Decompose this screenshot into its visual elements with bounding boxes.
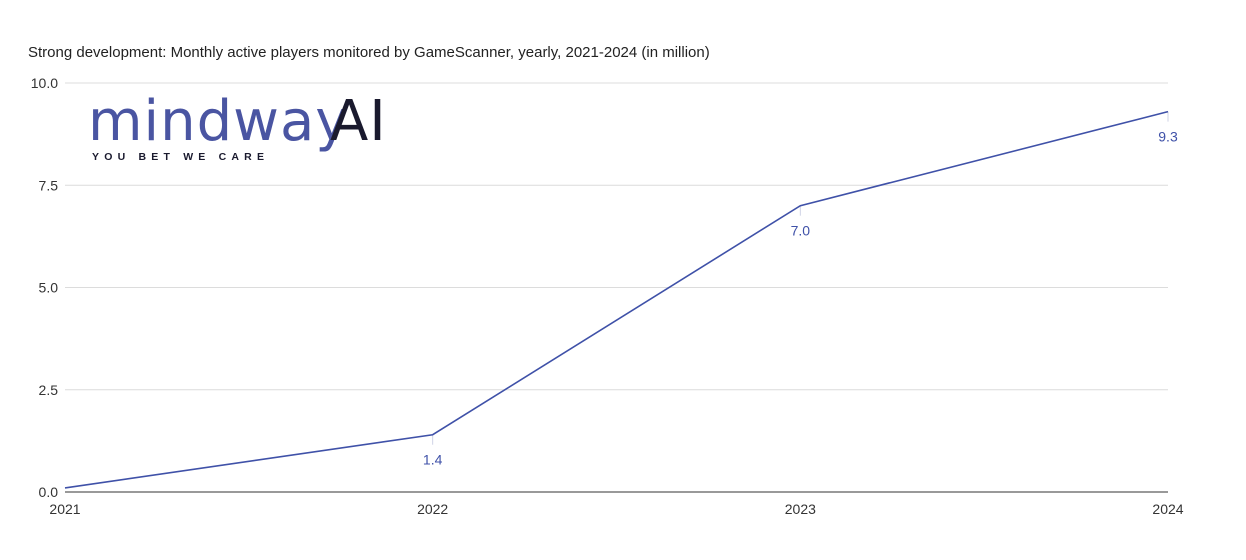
- y-axis-tick-labels: 0.0 2.5 5.0 7.5 10.0: [31, 75, 58, 500]
- data-labels: 1.4 7.0 9.3: [423, 129, 1178, 468]
- mindway-ai-logo: mindway AI YOU BET WE CARE: [88, 89, 387, 163]
- y-tick-label: 0.0: [39, 484, 59, 500]
- data-label-leaders: [432, 111, 1169, 445]
- data-label: 9.3: [1158, 129, 1178, 145]
- x-tick-label: 2024: [1152, 501, 1183, 517]
- data-label: 7.0: [791, 223, 811, 239]
- x-tick-label: 2023: [785, 501, 816, 517]
- y-tick-label: 2.5: [39, 382, 59, 398]
- logo-wordmark: mindway: [88, 89, 349, 154]
- y-tick-label: 7.5: [39, 177, 59, 193]
- series-line: [64, 110, 1169, 489]
- logo-ai-mark: AI: [330, 89, 387, 154]
- logo-tagline: YOU BET WE CARE: [92, 151, 269, 163]
- data-label: 1.4: [423, 452, 443, 468]
- x-axis-tick-labels: 2021 2022 2023 2024: [49, 501, 1183, 517]
- gridlines: [65, 82, 1168, 391]
- x-tick-label: 2021: [49, 501, 80, 517]
- y-tick-label: 5.0: [39, 280, 59, 296]
- y-tick-label: 10.0: [31, 75, 58, 91]
- x-tick-label: 2022: [417, 501, 448, 517]
- chart-title: Strong development: Monthly active playe…: [28, 44, 710, 61]
